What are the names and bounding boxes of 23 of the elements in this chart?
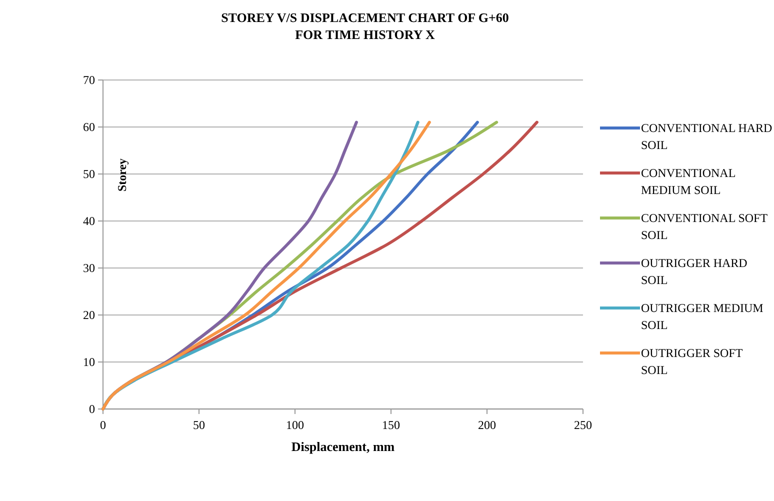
- legend-label: CONVENTIONAL MEDIUM SOIL: [641, 166, 736, 197]
- y-tick-label: 70: [83, 73, 95, 87]
- legend-label: OUTRIGGER MEDIUM SOIL: [641, 301, 764, 332]
- y-axis-title: Storey: [115, 158, 129, 192]
- y-tick-label: 60: [83, 120, 95, 134]
- y-tick-label: 20: [83, 308, 95, 322]
- x-axis-title: Displacement, mm: [291, 439, 395, 454]
- x-tick-label: 50: [193, 418, 205, 432]
- x-tick-label: 200: [478, 418, 496, 432]
- y-tick-label: 10: [83, 355, 95, 369]
- y-tick-label: 40: [83, 214, 95, 228]
- chart-title: STOREY V/S DISPLACEMENT CHART OF G+60 FOR TIME HISTORY X: [221, 10, 509, 42]
- y-tick-label: 30: [83, 261, 95, 275]
- legend-label: CONVENTIONAL SOFT SOIL: [641, 211, 768, 242]
- x-tick-label: 250: [574, 418, 592, 432]
- x-tick-label: 0: [100, 418, 106, 432]
- legend-label: OUTRIGGER SOFT SOIL: [641, 346, 744, 377]
- x-tick-label: 150: [382, 418, 400, 432]
- legend-label: OUTRIGGER HARD SOIL: [641, 256, 748, 287]
- legend-label: CONVENTIONAL HARD SOIL: [641, 121, 773, 152]
- x-tick-label: 100: [286, 418, 304, 432]
- y-tick-label: 50: [83, 167, 95, 181]
- y-tick-label: 0: [89, 402, 95, 416]
